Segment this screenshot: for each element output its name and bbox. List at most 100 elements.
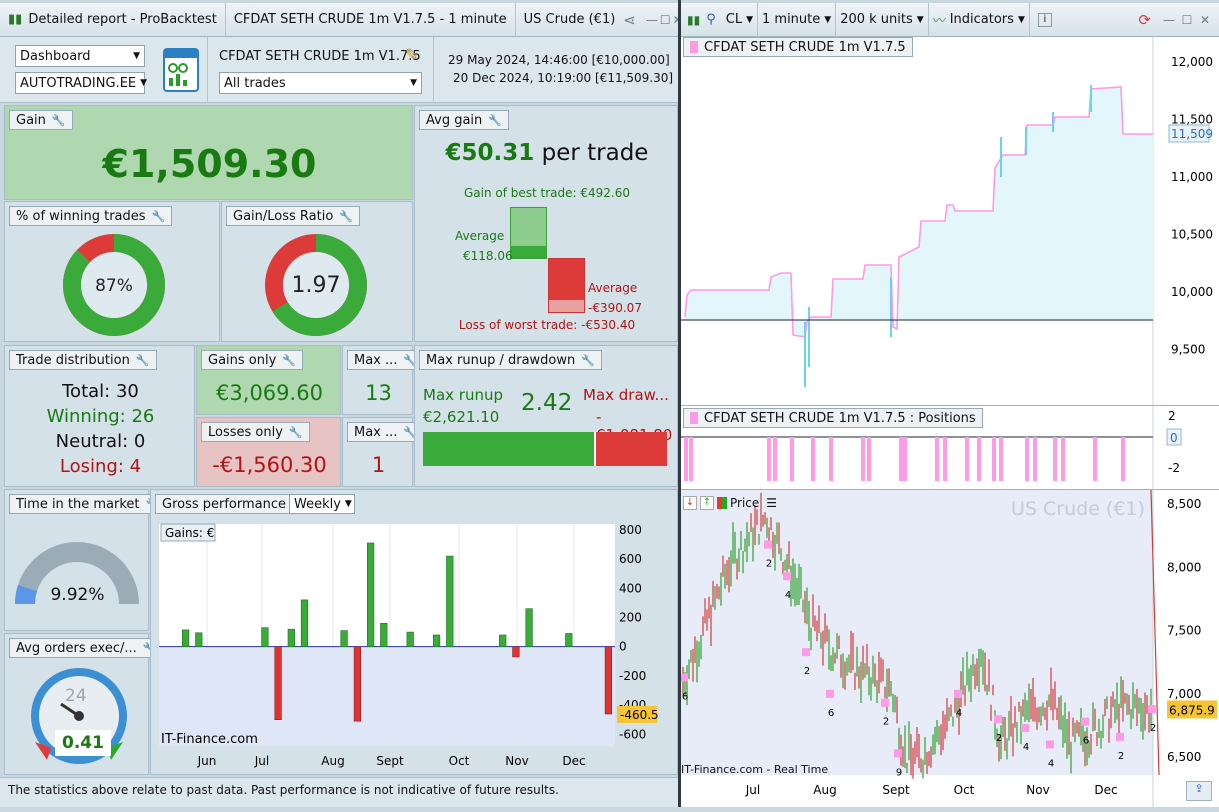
wrench-icon[interactable]: 🔧 — [135, 353, 150, 367]
trade-count-label: 6 — [828, 708, 834, 719]
position-bar — [992, 437, 996, 481]
bar — [512, 646, 520, 658]
trade-count-label: 2 — [766, 559, 772, 570]
symbol-select[interactable]: CL ▼ — [722, 2, 758, 37]
neutral-trades: Neutral: 0 — [55, 431, 146, 452]
x-tick-label: Oct — [449, 754, 470, 768]
maximize-icon[interactable]: ☐ — [1181, 12, 1193, 27]
runup-title: Max runup / drawdown 🔧 — [419, 350, 602, 370]
buy-order-icon[interactable]: ↑ — [700, 496, 714, 510]
report-tab[interactable]: ▮▮ Detailed report - ProBacktest — [0, 2, 226, 37]
wrench-icon[interactable]: 🔧 — [403, 353, 418, 367]
chevron-down-icon: ▼ — [133, 51, 140, 61]
dial-label: 24 — [65, 686, 87, 706]
trades-select[interactable]: All trades ▼ — [219, 72, 422, 94]
account-select[interactable]: AUTOTRADING.EE ▼ — [15, 72, 148, 94]
legend-box — [160, 523, 216, 542]
equity-y-label: 10,000 — [1171, 285, 1213, 299]
list-icon[interactable]: ☰ — [766, 496, 778, 510]
wrench-icon[interactable]: 🔧 — [339, 209, 353, 223]
positions-y-label: 2 — [1168, 409, 1176, 423]
bar — [565, 633, 573, 647]
trade-count-label: 2 — [1150, 723, 1156, 734]
close-icon[interactable]: ✕ — [673, 12, 683, 28]
equity-y-label: 11,500 — [1171, 113, 1213, 127]
indicators-button[interactable]: 〰 Indicators ▼ — [929, 2, 1030, 37]
max-losses-panel: Max ... 🔧 1 — [342, 417, 425, 487]
x-tick-label: Jun — [197, 754, 217, 768]
end-date: 20 Dec 2024, 10:19:00 [€11,509.30] — [453, 71, 674, 85]
bar — [340, 630, 348, 647]
edit-icon[interactable]: ✎ — [405, 45, 419, 64]
avg-loss-fill — [549, 259, 584, 300]
gain-loss-donut — [265, 234, 367, 336]
status-bar: The statistics above relate to past data… — [0, 777, 678, 807]
price-chart: 6 2 4 2 6 2 9 4 2 4 4 6 2 2 8,500 8,000 7,500 7,000 6,500 6… — [680, 489, 1217, 808]
trade-marker — [954, 689, 962, 698]
trade-marker — [1021, 724, 1029, 733]
bar — [604, 646, 613, 715]
scroll-top-icon[interactable]: ⇪ — [1186, 781, 1212, 801]
equity-y-label: 10,500 — [1171, 228, 1213, 242]
position-bar — [1033, 437, 1037, 481]
time-in-market-value: 9.92% — [50, 585, 105, 605]
trade-marker — [764, 540, 772, 549]
wrench-icon[interactable]: 🔧 — [288, 425, 303, 439]
price-current-box — [1167, 700, 1217, 719]
negative-region — [159, 646, 615, 746]
wrench-icon[interactable]: 🔧 — [488, 113, 502, 127]
price-x-label: Aug — [813, 783, 836, 797]
position-bar — [965, 437, 969, 481]
sell-order-icon[interactable]: ↓ — [683, 496, 697, 510]
runup-fill — [423, 432, 596, 466]
wrench-icon[interactable]: 🔧 — [282, 353, 296, 367]
time-in-market-gauge — [15, 542, 139, 605]
runup-value: €2,621.10 — [423, 408, 500, 426]
position-bar — [1061, 437, 1065, 481]
worst-trade-bar — [548, 258, 585, 313]
wrench-icon[interactable]: 🔧 — [51, 113, 66, 127]
position-bar — [684, 437, 688, 481]
chevron-down-icon: ▼ — [140, 78, 148, 88]
price-x-label: Dec — [1094, 783, 1117, 797]
maximize-icon[interactable]: ☐ — [659, 12, 671, 27]
period-select[interactable]: Weekly ▼ — [289, 494, 355, 514]
chevron-down-icon: ▼ — [746, 14, 753, 25]
wrench-icon[interactable]: 🔧 — [403, 425, 418, 439]
chevron-down-icon: ▼ — [410, 78, 417, 88]
price-legend: ↓ ↑ Price ☰ — [683, 494, 777, 512]
trade-marker — [783, 572, 791, 581]
gain-title: Gain 🔧 — [9, 110, 73, 130]
drawdown-label: Max draw... — [583, 386, 669, 404]
total-trades: Total: 30 — [62, 381, 139, 402]
gain-loss-panel: Gain/Loss Ratio 🔧 1.97 — [221, 201, 413, 342]
link-icon[interactable]: ⚲ — [706, 12, 716, 27]
units-select[interactable]: 200 k units ▼ — [836, 2, 929, 37]
timeframe-select[interactable]: 1 minute ▼ — [758, 2, 837, 37]
trade-count-label: 4 — [1023, 742, 1029, 753]
price-label: Price — [730, 496, 760, 510]
share-icon[interactable]: ⋖ — [623, 10, 636, 29]
minimize-icon[interactable]: — — [1163, 12, 1175, 27]
close-icon[interactable]: ✕ — [1199, 12, 1211, 27]
minimize-icon[interactable]: — — [645, 12, 658, 27]
wrench-icon[interactable]: 🔧 — [151, 209, 166, 223]
position-bar — [1121, 437, 1125, 481]
candles-icon: ▮▮ — [687, 12, 701, 27]
y-tick-label: -600 — [619, 727, 646, 741]
position-bar — [867, 437, 871, 481]
losses-only-title: Losses only 🔧 — [201, 422, 310, 442]
trade-count-label: 4 — [1048, 758, 1054, 769]
price-y-label: 6,500 — [1167, 750, 1201, 764]
wrench-icon[interactable]: 🔧 — [581, 353, 595, 367]
price-x-label: Sept — [882, 783, 910, 797]
view-select[interactable]: Dashboard ▼ — [15, 45, 145, 67]
x-tick-label: Dec — [562, 754, 585, 768]
report-icon[interactable] — [163, 48, 199, 92]
position-bar — [1093, 437, 1097, 481]
trade-count-label: 2 — [996, 733, 1002, 744]
positions-y-label: 0 — [1170, 431, 1178, 445]
info-icon[interactable]: i — [1037, 12, 1052, 27]
refresh-icon[interactable]: ⟳ — [1138, 10, 1151, 29]
equity-current-label: 11,509 — [1171, 127, 1213, 141]
